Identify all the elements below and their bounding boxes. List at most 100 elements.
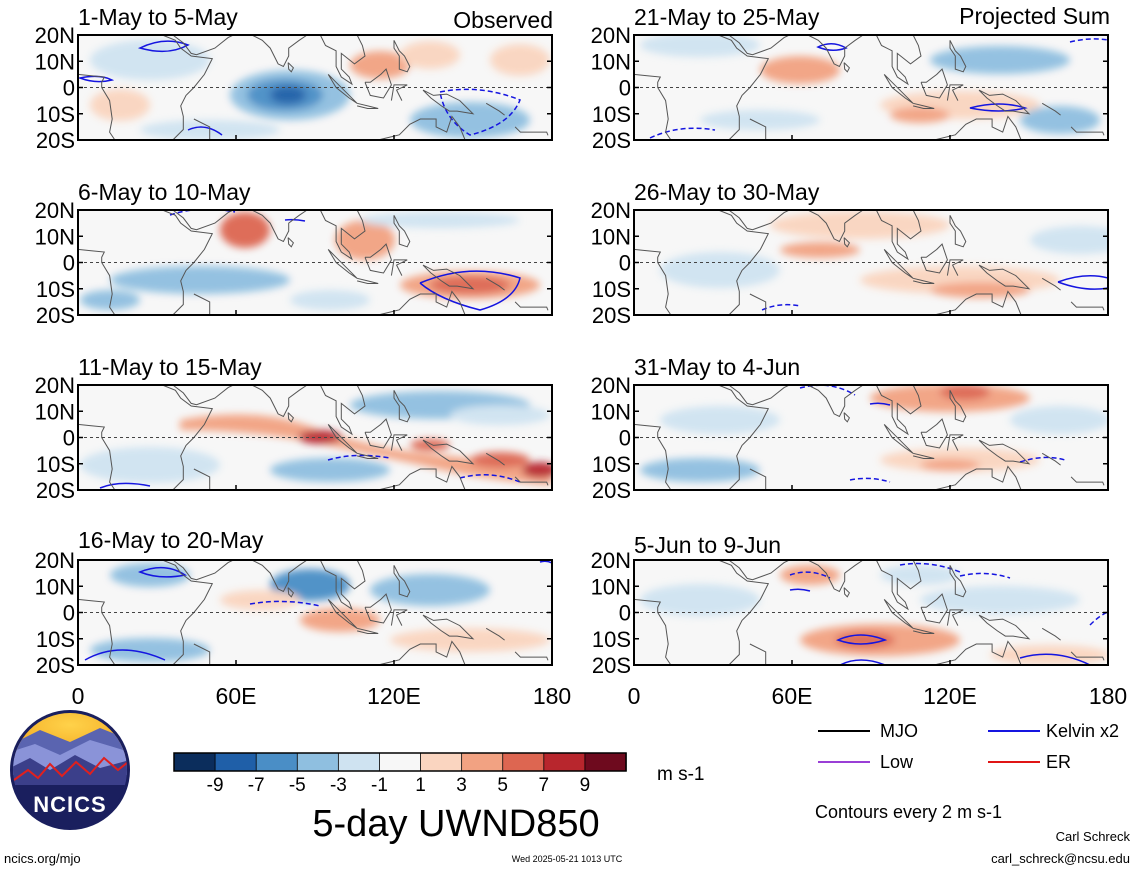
coastline [920, 418, 948, 449]
lat-label: 20S [592, 478, 631, 503]
coastline [1041, 277, 1061, 291]
coastline [251, 34, 308, 68]
colorbar: -9 -7 -5 -3 -1 1 3 5 7 9 [173, 752, 627, 796]
lat-label: 10S [36, 277, 75, 302]
legend-label-low: Low [880, 752, 914, 772]
coastline [949, 215, 967, 248]
coastline [485, 627, 505, 641]
coastline [934, 115, 1022, 141]
coastline [1070, 126, 1105, 136]
panel-title-1: 1-May to 5-May [78, 4, 238, 30]
lat-label: 10N [591, 49, 631, 74]
coastline [77, 423, 116, 491]
coastline [378, 290, 466, 316]
panel-title-5: 21-May to 25-May [634, 4, 820, 30]
colorbar-swatch [337, 752, 381, 772]
coastline [390, 434, 408, 451]
lon-axis-right: 0 60E 120E 180 [628, 683, 1128, 709]
coastline [728, 34, 790, 56]
lon-label: 120E [367, 683, 421, 709]
coastline [807, 209, 864, 243]
coastline [319, 559, 366, 611]
lon-label: 180 [1089, 683, 1127, 709]
coastline [1041, 627, 1061, 641]
colorbar-tick-label: -3 [330, 775, 347, 796]
coastline [356, 452, 379, 459]
coastline [77, 248, 116, 316]
coastline [978, 89, 1031, 115]
coastline [251, 209, 308, 243]
coastline [718, 209, 770, 316]
lon-label: 180 [533, 683, 571, 709]
lat-label: 20S [36, 303, 75, 328]
footer-email: carl_schreck@ncsu.edu [991, 851, 1130, 866]
coastline [728, 209, 790, 231]
coastline [633, 598, 672, 666]
lat-label: 20N [35, 373, 75, 398]
lat-label: 20S [36, 478, 75, 503]
coastline [193, 118, 211, 140]
coastline [77, 73, 116, 141]
coastline [946, 84, 964, 101]
coastline [162, 34, 214, 141]
coastline [633, 423, 672, 491]
coastline [875, 384, 922, 436]
coastline [162, 559, 214, 666]
lat-label: 10S [592, 627, 631, 652]
lat-label: 0 [619, 251, 631, 276]
projected-sum-tag: Projected Sum [959, 3, 1110, 29]
coastline [364, 68, 392, 99]
lat-label: 20S [36, 128, 75, 153]
coastline [514, 126, 549, 136]
lat-label: 10S [36, 452, 75, 477]
lat-label: 20N [35, 23, 75, 48]
lat-label: 20N [591, 373, 631, 398]
panel-title-4: 16-May to 20-May [78, 527, 264, 553]
lat-label: 10S [592, 277, 631, 302]
coastline [875, 34, 922, 86]
coastline [1070, 651, 1105, 661]
coastline [875, 559, 922, 611]
map-overlays: 20N10N010S20S20N10N010S20S20N10N010S20S2… [35, 23, 1109, 678]
coastline [393, 40, 411, 73]
logo-text: NCICS [33, 792, 106, 817]
coastline [162, 209, 214, 316]
colorbar-swatch [502, 752, 545, 772]
contour-legend: MJO Kelvin x2 Low ER Contours every 2 m … [815, 721, 1119, 822]
lat-label: 0 [619, 76, 631, 101]
coastline [749, 118, 767, 140]
coastline [378, 465, 466, 491]
lat-label: 20N [591, 198, 631, 223]
coastline [718, 559, 770, 666]
coastline [843, 587, 851, 598]
coastline [920, 68, 948, 99]
colorbar-tick-label: 5 [497, 775, 508, 796]
coastline [390, 259, 408, 276]
footer-author: Carl Schreck [1056, 829, 1131, 844]
coastline [807, 384, 864, 418]
map-panel-4 [78, 560, 552, 665]
coastline [172, 209, 234, 231]
lat-label: 20N [591, 548, 631, 573]
coastline [843, 62, 851, 73]
coastline [514, 651, 549, 661]
coastline [1070, 301, 1105, 311]
lat-label: 20S [592, 128, 631, 153]
lat-label: 10N [35, 574, 75, 599]
coastline [949, 390, 967, 423]
coastline [251, 384, 308, 418]
coastline [193, 468, 211, 490]
coastline [251, 559, 308, 593]
coastline [718, 384, 770, 491]
ncics-logo: NCICS [10, 710, 130, 830]
lon-label: 60E [772, 683, 813, 709]
panel-title-6: 26-May to 30-May [634, 179, 820, 205]
coastline [390, 609, 408, 626]
colorbar-swatch [461, 752, 504, 772]
coastline [728, 559, 790, 581]
